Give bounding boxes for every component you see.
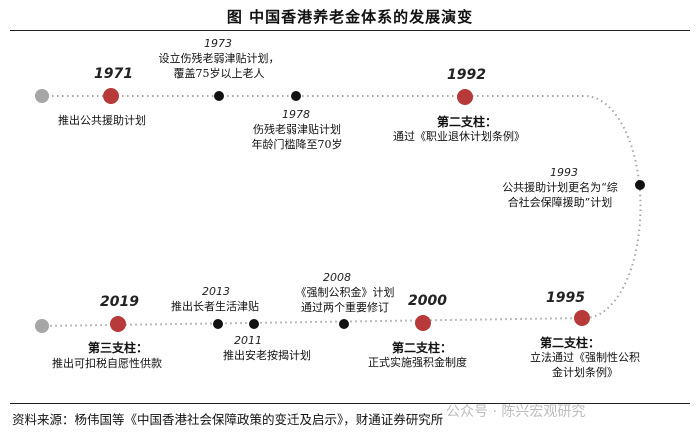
timeline-start-dot-top: [35, 89, 49, 103]
event-1973-line-2: 覆盖75岁以上老人: [173, 67, 265, 80]
year-1973: 1973: [204, 37, 232, 50]
event-1978-line-2: 年龄门槛降至70岁: [251, 138, 343, 151]
event-1978-text: 伤残老弱津贴计划 年龄门槛降至70岁: [228, 122, 366, 152]
dot-2013: [213, 319, 223, 329]
event-2000-text: 正式实施强积金制度: [368, 356, 467, 369]
watermark: 公众号 · 陈兴宏观研究: [446, 404, 586, 420]
top-rule: [10, 30, 690, 31]
dot-1995: [574, 310, 590, 326]
bottom-rule: [10, 403, 690, 404]
event-2008-text: 《强制公积金》计划 通过两个重要修订: [280, 285, 410, 315]
year-2000: 2000: [408, 293, 447, 309]
dot-2019: [110, 316, 126, 332]
event-1995-heading: 第二支柱：: [540, 336, 601, 350]
dot-2000: [415, 315, 431, 331]
event-1992-text: 通过《职业退休计划条例》: [393, 130, 525, 143]
event-1995-line-1: 立法通过《强制性公积: [530, 351, 640, 364]
year-1971: 1971: [94, 66, 133, 82]
event-1995-text: 立法通过《强制性公积 金计划条例》: [520, 350, 650, 380]
figure-title: 图 中国香港养老金体系的发展演变: [226, 8, 474, 26]
event-2008-line-1: 《强制公积金》计划: [295, 286, 395, 299]
year-2019: 2019: [100, 294, 139, 310]
source-note: 资料来源：杨伟国等《中国香港社会保障政策的变迁及启示》，财通证券研究所: [12, 412, 444, 427]
dot-2011: [249, 319, 259, 329]
figure-header: 图 中国香港养老金体系的发展演变: [0, 0, 700, 30]
year-2013: 2013: [202, 285, 230, 298]
year-1978: 1978: [282, 108, 310, 121]
dot-1978: [291, 91, 301, 101]
year-2008: 2008: [323, 271, 351, 284]
dot-1992: [457, 89, 473, 105]
year-1995: 1995: [546, 290, 585, 306]
event-2011-text: 推出安老按揭计划: [223, 349, 311, 362]
event-2019-text: 推出可扣税自愿性供款: [52, 357, 162, 370]
event-1973-line-1: 设立伤残老弱津贴计划，: [158, 52, 280, 65]
event-2008-line-2: 通过两个重要修订: [301, 301, 389, 314]
timeline-start-dot-bottom: [35, 319, 49, 333]
event-1993-line-1: 公共援助计划更名为“综: [502, 181, 618, 194]
event-1993-line-2: 合社会保障援助”计划: [507, 196, 613, 209]
event-1978-line-1: 伤残老弱津贴计划: [253, 123, 341, 136]
event-2019-heading: 第三支柱：: [88, 341, 149, 355]
dot-1993: [635, 180, 645, 190]
timeline-path: [41, 95, 642, 327]
event-1971-text: 推出公共援助计划: [58, 114, 146, 127]
year-2011: 2011: [234, 334, 262, 347]
year-1993: 1993: [550, 166, 578, 179]
event-1992-heading: 第二支柱：: [437, 115, 498, 129]
event-1973-text: 设立伤残老弱津贴计划， 覆盖75岁以上老人: [143, 51, 295, 81]
event-1995-line-2: 金计划条例》: [552, 366, 618, 379]
event-2000-heading: 第二支柱：: [392, 341, 453, 355]
dot-1971: [103, 88, 119, 104]
dot-2008: [339, 319, 349, 329]
event-1993-text: 公共援助计划更名为“综 合社会保障援助”计划: [480, 180, 640, 210]
dot-1973: [214, 91, 224, 101]
year-1992: 1992: [447, 67, 486, 83]
event-2013-text: 推出长者生活津贴: [171, 300, 259, 313]
